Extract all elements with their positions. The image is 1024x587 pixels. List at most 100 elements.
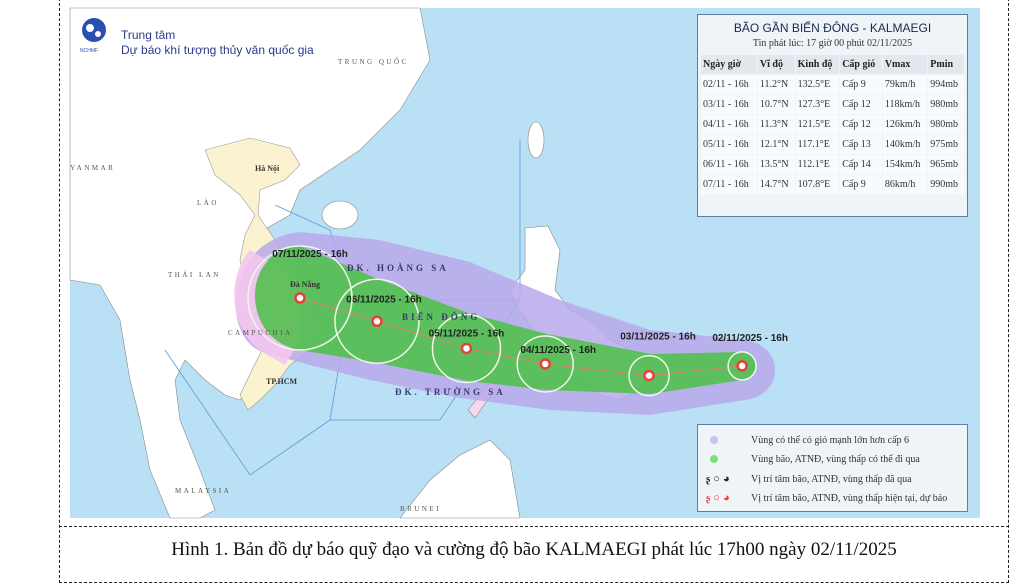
- track-layer: 02/11/2025 - 16h 03/11/2025 - 16h 04/11/20…: [247, 245, 788, 397]
- nchmf-logo: NCHMF: [80, 18, 106, 54]
- column-header: Cấp gió: [840, 55, 882, 74]
- table-cell: 04/11 - 16h: [701, 115, 757, 134]
- legend-item-strong-wind: Vùng có thể có gió mạnh lớn hơn cấp 6: [706, 433, 909, 447]
- table-cell: 975mb: [928, 135, 964, 154]
- table-cell: 07/11 - 16h: [701, 175, 757, 194]
- forecast-time-label: 04/11/2025 - 16h: [520, 345, 596, 356]
- label-hoang-sa: ĐK. HOÀNG SA: [347, 263, 449, 273]
- wind-radius-circle: [247, 245, 353, 351]
- table-cell: 118km/h: [882, 95, 928, 114]
- table-cell: 990mb: [928, 175, 964, 194]
- organization-name: Trung tâm Dự báo khí tượng thủy văn quốc…: [121, 28, 314, 58]
- table-cell: Cấp 9: [840, 175, 882, 194]
- storm-center-icon: [539, 358, 551, 370]
- table-cell: 11.2°N: [757, 75, 795, 94]
- forecast-time-label: 07/11/2025 - 16h: [272, 249, 348, 260]
- column-header: Kinh độ: [795, 55, 840, 74]
- storm-zone: [255, 246, 756, 394]
- svg-text:NCHMF: NCHMF: [80, 48, 98, 54]
- table-cell: Cấp 12: [840, 115, 882, 134]
- storm-center-icon: [294, 292, 306, 304]
- table-cell: 10.7°N: [757, 95, 795, 114]
- purple-dot-icon: [710, 436, 718, 444]
- table-cell: 121.5°E: [795, 115, 840, 134]
- table-cell: 980mb: [928, 115, 964, 134]
- org-line-1: Trung tâm: [121, 28, 176, 42]
- hainan-island: [321, 200, 359, 230]
- forecast-time-label: 02/11/2025 - 16h: [712, 333, 788, 344]
- label-hanoi: Hà Nội: [255, 164, 280, 173]
- table-row: 06/11 - 16h 13.5°N 112.1°E Cấp 14 154km/h 965…: [701, 155, 964, 174]
- label-hcm: TP.HCM: [266, 377, 297, 386]
- table-cell: 13.5°N: [757, 155, 795, 174]
- label-bien-dong: BIỂN ĐÔNG: [402, 312, 480, 322]
- table-cell: 03/11 - 16h: [701, 95, 757, 114]
- org-line-2: Dự báo khí tượng thủy văn quốc gia: [121, 43, 314, 57]
- table-cell: 11.3°N: [757, 115, 795, 134]
- table-row: 02/11 - 16h 11.2°N 132.5°E Cấp 9 79km/h 994mb: [701, 75, 964, 94]
- storm-center-icon: [371, 315, 383, 328]
- figure-frame: [59, 0, 1009, 583]
- forecast-time-label: 06/11/2025 - 16h: [346, 294, 422, 305]
- black-storm-symbols-icon: ʂ ○ ◕: [706, 473, 730, 485]
- table-cell: 117.1°E: [795, 135, 840, 154]
- table-cell: 127.3°E: [795, 95, 840, 114]
- table-row: 04/11 - 16h 11.3°N 121.5°E Cấp 12 126km/h 980…: [701, 115, 964, 134]
- track-line: [299, 297, 743, 377]
- issued-time: Tin phát lúc: 17 giờ 00 phút 02/11/2025: [752, 38, 913, 49]
- label-thailand: THÁI LAN: [168, 271, 221, 279]
- table-cell: 126km/h: [882, 115, 928, 134]
- forecast-time-label: 03/11/2025 - 16h: [620, 332, 696, 343]
- table-cell: Cấp 14: [840, 155, 882, 174]
- label-brunei: BRUNEI: [400, 505, 441, 513]
- figure-caption: Hình 1. Bản đồ dự báo quỹ đạo và cường đ…: [171, 539, 897, 560]
- legend-item-storm-zone: Vùng bão, ATNĐ, vùng thấp có thể đi qua: [706, 452, 920, 466]
- label-cambodia: CAMPUCHIA: [228, 329, 293, 337]
- table-header: Ngày giờ Vĩ độ Kinh độ Cấp gió Vmax Pmin: [701, 55, 964, 74]
- caption-box: Hình 1. Bản đồ dự báo quỹ đạo và cường đ…: [59, 526, 1009, 584]
- label-myanmar: YANMAR: [70, 164, 115, 172]
- storm-center-icon: [736, 360, 748, 372]
- storm-title: BÃO GẦN BIỂN ĐÔNG - KALMAEGI: [733, 21, 932, 35]
- table-cell: Cấp 12: [840, 95, 882, 114]
- table-cell: 06/11 - 16h: [701, 155, 757, 174]
- forecast-time-label: 05/11/2025 - 16h: [429, 328, 505, 339]
- map-legend: Vùng có thể có gió mạnh lớn hơn cấp 6 Vù…: [697, 424, 968, 512]
- mainland-land: [69, 7, 431, 519]
- column-header: Vmax: [882, 55, 928, 74]
- table-cell: Cấp 9: [840, 75, 882, 94]
- label-malaysia: MALAYSIA: [175, 487, 231, 495]
- table-cell: 14.7°N: [757, 175, 795, 194]
- column-header: Vĩ độ: [757, 55, 795, 74]
- storm-center-icon: [643, 369, 655, 382]
- label-laos: LÀO: [197, 199, 219, 207]
- red-storm-symbols-icon: ʂ ○ ◕: [706, 492, 730, 504]
- table-cell: Cấp 13: [840, 135, 882, 154]
- wind-radius-circle: [516, 335, 574, 393]
- wind-radius-circle: [431, 313, 502, 384]
- legend-item-forecast-position: ʂ ○ ◕ Vị trí tâm bão, ATNĐ, vùng thấp hiện…: [706, 492, 948, 504]
- forecast-table: Ngày giờ Vĩ độ Kinh độ Cấp gió Vmax Pmin 02/1…: [700, 54, 965, 195]
- table-cell: 02/11 - 16h: [701, 75, 757, 94]
- table-cell: 79km/h: [882, 75, 928, 94]
- label-danang: Đà Nẵng: [290, 280, 320, 289]
- wind-radius-circle: [727, 351, 757, 381]
- table-cell: 154km/h: [882, 155, 928, 174]
- column-header: Pmin: [928, 55, 964, 74]
- table-cell: 140km/h: [882, 135, 928, 154]
- column-header: Ngày giờ: [701, 55, 757, 74]
- table-cell: 994mb: [928, 75, 964, 94]
- table-cell: 112.1°E: [795, 155, 840, 174]
- table-row: 07/11 - 16h 14.7°N 107.8°E Cấp 9 86km/h 990mb: [701, 175, 964, 194]
- table-cell: 965mb: [928, 155, 964, 174]
- taiwan-island: [527, 121, 545, 159]
- table-cell: 12.1°N: [757, 135, 795, 154]
- table-row: 05/11 - 16h 12.1°N 117.1°E Cấp 13 140km/h 975…: [701, 135, 964, 154]
- legend-item-past-position: ʂ ○ ◕ Vị trí tâm bão, ATNĐ, vùng thấp đã q…: [706, 473, 912, 485]
- table-cell: 980mb: [928, 95, 964, 114]
- green-dot-icon: [710, 455, 718, 463]
- storm-info-panel: BÃO GẦN BIỂN ĐÔNG - KALMAEGI Tin phát lú…: [697, 14, 968, 217]
- table-row: 03/11 - 16h 10.7°N 127.3°E Cấp 12 118km/h 980…: [701, 95, 964, 114]
- table-cell: 132.5°E: [795, 75, 840, 94]
- borneo-land: [399, 439, 521, 519]
